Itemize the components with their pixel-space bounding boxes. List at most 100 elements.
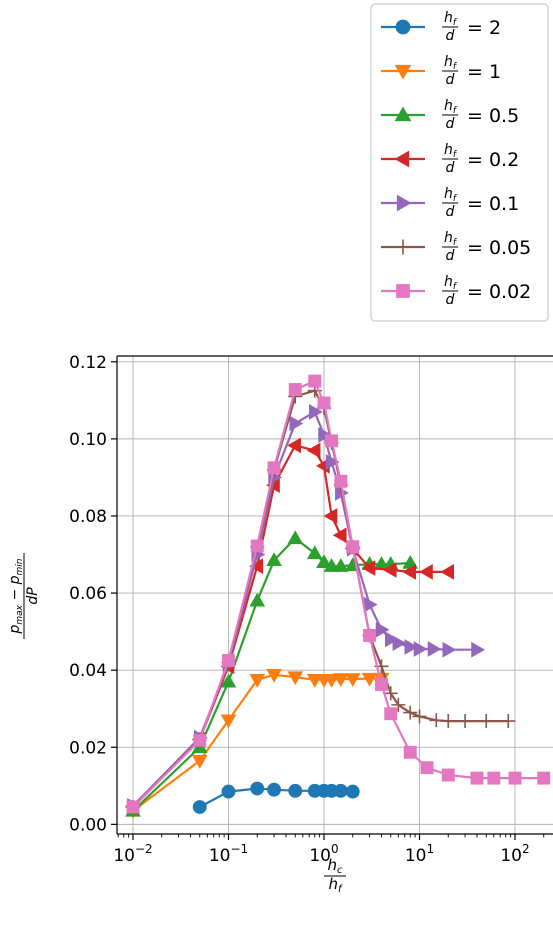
data-point xyxy=(394,106,412,122)
data-point xyxy=(220,673,237,688)
data-point xyxy=(332,558,349,572)
data-point xyxy=(266,669,282,683)
y-axis-label-numerator: pmax − pmin xyxy=(7,558,25,634)
data-point xyxy=(383,686,398,701)
data-point xyxy=(392,635,407,652)
data-point xyxy=(412,709,427,724)
data-point xyxy=(250,539,264,553)
data-point xyxy=(470,771,484,785)
legend-frac-denominator: d xyxy=(446,248,455,264)
data-point xyxy=(267,461,281,475)
data-point xyxy=(391,697,406,712)
series-4 xyxy=(127,404,486,814)
legend-frac-denominator: d xyxy=(446,204,455,220)
data-point xyxy=(249,592,266,607)
data-point xyxy=(501,714,516,729)
data-point xyxy=(193,733,207,747)
data-point xyxy=(441,714,456,729)
legend-entry: hfd = 2 xyxy=(381,10,501,44)
data-point xyxy=(323,508,338,524)
legend-entry: hfd = 0.05 xyxy=(381,230,531,264)
data-point xyxy=(333,783,348,798)
data-point xyxy=(325,454,340,470)
data-point xyxy=(289,415,304,432)
data-point xyxy=(471,641,486,658)
data-point xyxy=(487,771,501,785)
legend-label: = 0.02 xyxy=(467,281,531,303)
plot-series xyxy=(124,374,551,819)
data-point xyxy=(413,641,428,657)
series-line xyxy=(132,389,509,808)
data-point xyxy=(479,714,494,729)
y-tick-label: 0.06 xyxy=(69,584,107,604)
y-tick-label: 0.02 xyxy=(69,738,107,758)
data-point xyxy=(344,673,361,688)
data-point xyxy=(396,284,410,298)
data-point xyxy=(382,562,397,578)
y-tick-label: 0.00 xyxy=(69,815,107,835)
legend-frac-denominator: d xyxy=(446,72,455,88)
data-point xyxy=(250,781,265,796)
data-point xyxy=(394,150,410,168)
legend-label: = 1 xyxy=(467,61,501,83)
x-tick-label: 101 xyxy=(405,842,434,866)
data-point xyxy=(249,674,266,688)
data-point xyxy=(537,771,551,785)
series-line xyxy=(132,410,477,807)
x-tick-label: 102 xyxy=(500,842,529,866)
data-point xyxy=(394,64,412,80)
y-tick-label: 0.12 xyxy=(69,353,107,373)
data-point xyxy=(317,396,331,410)
data-point xyxy=(308,404,323,420)
legend-frac-denominator: d xyxy=(446,28,455,44)
data-point xyxy=(220,714,237,729)
data-point xyxy=(404,639,419,655)
x-axis-label-numerator: hc xyxy=(327,856,343,876)
data-point xyxy=(375,621,390,638)
data-point xyxy=(288,383,302,396)
legend-frac-denominator: d xyxy=(446,292,455,308)
data-point xyxy=(346,540,360,554)
data-point xyxy=(332,527,347,544)
legend-frac-denominator: d xyxy=(446,160,455,176)
data-point xyxy=(440,564,454,580)
data-point xyxy=(396,194,412,212)
series-6 xyxy=(126,374,551,814)
legend-label: = 2 xyxy=(467,17,501,39)
x-axis-label-denominator: hf xyxy=(328,875,343,895)
data-point xyxy=(191,755,208,769)
data-point xyxy=(323,674,340,688)
data-point xyxy=(266,552,282,567)
series-line xyxy=(132,444,449,808)
data-point xyxy=(249,558,263,574)
data-point xyxy=(345,784,360,799)
legend-box xyxy=(370,3,549,322)
data-point xyxy=(429,713,444,728)
data-point xyxy=(361,672,378,687)
legend-label: = 0.5 xyxy=(467,105,519,127)
data-point xyxy=(427,641,442,657)
data-point xyxy=(287,671,304,686)
data-point xyxy=(402,564,416,580)
legend-label: = 0.1 xyxy=(467,193,519,215)
data-point xyxy=(458,714,473,729)
data-point xyxy=(375,677,388,691)
data-point xyxy=(308,374,322,388)
data-point xyxy=(325,434,339,448)
data-point xyxy=(363,629,377,642)
data-point xyxy=(306,442,321,459)
data-point xyxy=(316,554,332,568)
data-point xyxy=(318,427,333,443)
data-point xyxy=(363,596,378,613)
data-point xyxy=(192,800,207,814)
data-point xyxy=(384,631,399,648)
legend-label: = 0.05 xyxy=(467,237,531,259)
data-point xyxy=(332,673,349,688)
data-point xyxy=(441,768,455,782)
data-point xyxy=(442,641,457,658)
data-point xyxy=(395,19,411,35)
data-point xyxy=(306,545,323,560)
